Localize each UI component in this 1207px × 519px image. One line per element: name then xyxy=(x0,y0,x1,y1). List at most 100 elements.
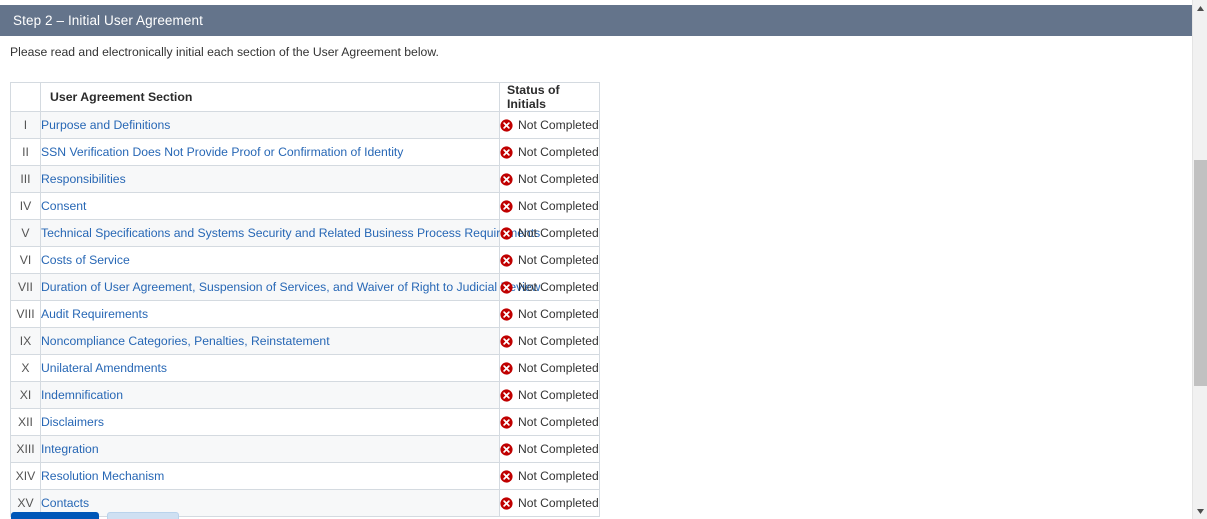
status-badge: Not Completed xyxy=(500,280,599,294)
section-cell: Technical Specifications and Systems Sec… xyxy=(40,219,540,247)
section-cell: SSN Verification Does Not Provide Proof … xyxy=(40,138,500,166)
status-text: Not Completed xyxy=(518,388,599,402)
status-cell: Not Completed xyxy=(499,300,600,328)
row-numeral: VII xyxy=(10,273,41,301)
section-link[interactable]: Responsibilities xyxy=(41,172,126,186)
section-link[interactable]: Integration xyxy=(41,442,99,456)
status-text: Not Completed xyxy=(518,361,599,375)
error-circle-icon xyxy=(500,172,513,186)
section-cell: Purpose and Definitions xyxy=(40,111,500,139)
section-link[interactable]: Indemnification xyxy=(41,388,123,402)
column-header-numeral xyxy=(10,82,41,112)
status-cell: Not Completed xyxy=(499,138,600,166)
error-circle-icon xyxy=(500,442,513,456)
step-header-bar: Step 2 – Initial User Agreement xyxy=(0,5,1192,36)
table-row: V Technical Specifications and Systems Se… xyxy=(10,219,600,247)
status-cell: Not Completed xyxy=(499,327,600,355)
column-header-status: Status of Initials xyxy=(499,82,600,112)
status-text: Not Completed xyxy=(518,307,599,321)
row-numeral: VI xyxy=(10,246,41,274)
error-circle-icon xyxy=(500,118,513,132)
table-row: II SSN Verification Does Not Provide Proo… xyxy=(10,138,600,166)
status-cell: Not Completed xyxy=(499,354,600,382)
row-numeral: IX xyxy=(10,327,41,355)
row-numeral: X xyxy=(10,354,41,382)
status-badge: Not Completed xyxy=(500,145,599,159)
status-cell: Not Completed xyxy=(499,462,600,490)
row-numeral: XII xyxy=(10,408,41,436)
section-link[interactable]: Audit Requirements xyxy=(41,307,149,321)
column-header-section: User Agreement Section xyxy=(40,82,500,112)
section-cell: Costs of Service xyxy=(40,246,500,274)
page-title: Step 2 – Initial User Agreement xyxy=(13,13,203,28)
section-link[interactable]: Consent xyxy=(41,199,87,213)
status-badge: Not Completed xyxy=(500,172,599,186)
table-row: XII Disclaimers Not Completed xyxy=(10,408,600,436)
section-link[interactable]: Disclaimers xyxy=(41,415,104,429)
table-row: III Responsibilities Not Completed xyxy=(10,165,600,193)
status-text: Not Completed xyxy=(518,469,599,483)
section-link[interactable]: Technical Specifications and Systems Sec… xyxy=(41,226,541,240)
table-row: VIII Audit Requirements Not Completed xyxy=(10,300,600,328)
status-text: Not Completed xyxy=(518,226,599,240)
error-circle-icon xyxy=(500,388,513,402)
status-badge: Not Completed xyxy=(500,307,599,321)
row-numeral: XIII xyxy=(10,435,41,463)
status-cell: Not Completed xyxy=(499,435,600,463)
table-row: XIV Resolution Mechanism Not Completed xyxy=(10,462,600,490)
section-cell: Disclaimers xyxy=(40,408,500,436)
status-badge: Not Completed xyxy=(500,334,599,348)
status-cell: Not Completed xyxy=(499,273,600,301)
section-cell: Duration of User Agreement, Suspension o… xyxy=(40,273,540,301)
error-circle-icon xyxy=(500,280,513,294)
secondary-action-button[interactable] xyxy=(107,512,179,519)
row-numeral: V xyxy=(10,219,41,247)
table-header-row: User Agreement Section Status of Initial… xyxy=(10,82,600,112)
scrollbar-thumb[interactable] xyxy=(1194,160,1207,386)
status-text: Not Completed xyxy=(518,253,599,267)
vertical-scrollbar[interactable] xyxy=(1192,0,1207,519)
section-link[interactable]: SSN Verification Does Not Provide Proof … xyxy=(41,145,404,159)
error-circle-icon xyxy=(500,226,513,240)
error-circle-icon xyxy=(500,496,513,510)
status-badge: Not Completed xyxy=(500,415,599,429)
scroll-up-arrow-icon[interactable] xyxy=(1193,0,1207,16)
section-cell: Consent xyxy=(40,192,500,220)
section-link[interactable]: Contacts xyxy=(41,496,90,510)
status-cell: Not Completed xyxy=(499,489,600,517)
row-numeral: IV xyxy=(10,192,41,220)
status-cell: Not Completed xyxy=(499,192,600,220)
status-badge: Not Completed xyxy=(500,361,599,375)
row-numeral: II xyxy=(10,138,41,166)
section-cell: Noncompliance Categories, Penalties, Rei… xyxy=(40,327,500,355)
row-numeral: I xyxy=(10,111,41,139)
primary-action-button[interactable] xyxy=(11,512,99,519)
status-text: Not Completed xyxy=(518,280,599,294)
status-badge: Not Completed xyxy=(500,118,599,132)
status-badge: Not Completed xyxy=(500,199,599,213)
error-circle-icon xyxy=(500,307,513,321)
table-row: X Unilateral Amendments Not Completed xyxy=(10,354,600,382)
section-link[interactable]: Noncompliance Categories, Penalties, Rei… xyxy=(41,334,330,348)
section-link[interactable]: Costs of Service xyxy=(41,253,130,267)
table-body: I Purpose and Definitions Not Completed II S… xyxy=(10,111,600,517)
scroll-down-arrow-icon[interactable] xyxy=(1193,503,1207,519)
form-action-buttons xyxy=(11,512,179,519)
section-link[interactable]: Resolution Mechanism xyxy=(41,469,165,483)
table-header: User Agreement Section Status of Initial… xyxy=(10,82,600,112)
section-link[interactable]: Duration of User Agreement, Suspension o… xyxy=(41,280,541,294)
section-link[interactable]: Unilateral Amendments xyxy=(41,361,167,375)
section-link[interactable]: Purpose and Definitions xyxy=(41,118,171,132)
status-cell: Not Completed xyxy=(499,165,600,193)
status-badge: Not Completed xyxy=(500,469,599,483)
status-text: Not Completed xyxy=(518,172,599,186)
section-cell: Unilateral Amendments xyxy=(40,354,500,382)
status-text: Not Completed xyxy=(518,334,599,348)
status-cell: Not Completed xyxy=(499,219,600,247)
error-circle-icon xyxy=(500,361,513,375)
table-row: I Purpose and Definitions Not Completed xyxy=(10,111,600,139)
status-badge: Not Completed xyxy=(500,253,599,267)
table-row: IV Consent Not Completed xyxy=(10,192,600,220)
status-text: Not Completed xyxy=(518,118,599,132)
